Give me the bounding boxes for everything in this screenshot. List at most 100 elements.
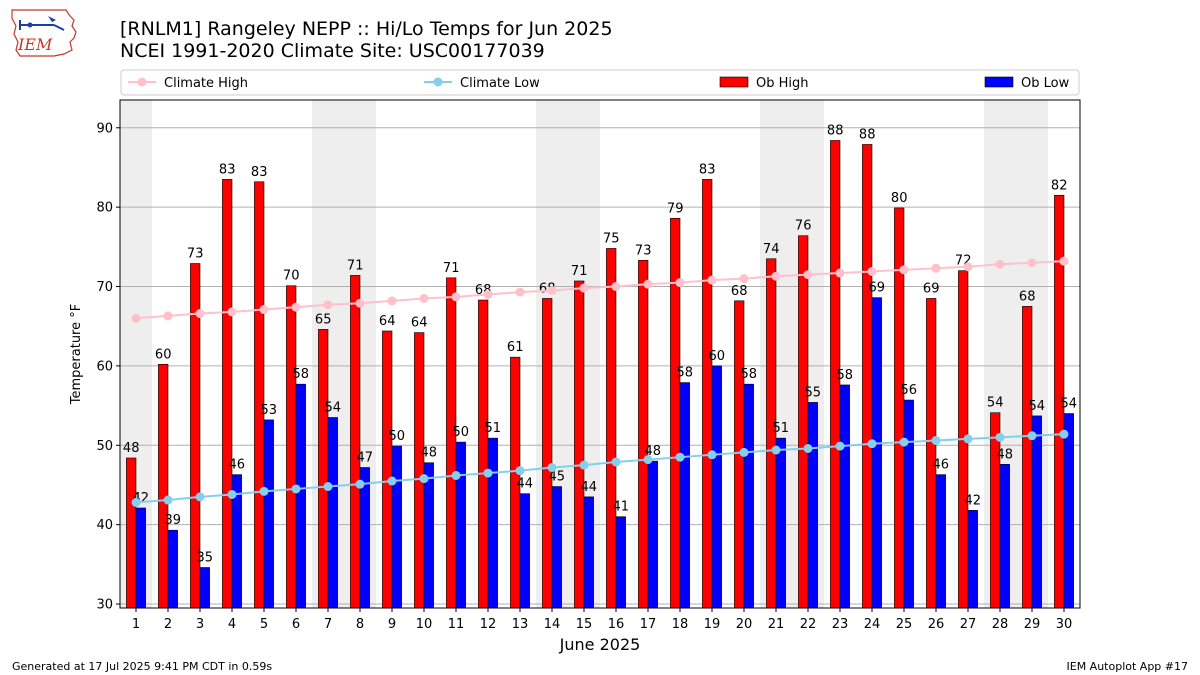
climate-high-point	[163, 311, 173, 321]
bar-label-ob-high: 48	[123, 441, 140, 456]
climate-low-point	[771, 445, 781, 455]
x-tick-label: 14	[544, 617, 561, 632]
bar-ob-high	[862, 144, 873, 609]
bar-label-ob-low: 54	[1029, 399, 1046, 414]
bar-ob-high	[990, 412, 1001, 609]
legend-swatch	[719, 76, 749, 88]
x-tick-label: 12	[480, 617, 497, 632]
climate-low-point	[451, 470, 461, 480]
bar-ob-high	[638, 260, 649, 609]
climate-low-point	[739, 447, 749, 457]
x-tick-label: 27	[960, 617, 977, 632]
climate-high-point	[931, 263, 941, 273]
bar-ob-high	[478, 299, 489, 609]
legend-swatch-marker	[137, 77, 147, 87]
bar-label-ob-high: 61	[507, 340, 524, 355]
bar-label-ob-low: 69	[869, 281, 886, 296]
bar-label-ob-low: 58	[677, 366, 694, 381]
y-tick-label: 60	[96, 359, 113, 374]
bar-label-ob-high: 71	[347, 258, 364, 273]
bar-ob-low	[327, 417, 338, 609]
bar-label-ob-high: 68	[1019, 289, 1036, 304]
bar-ob-high	[286, 285, 297, 609]
bar-label-ob-low: 48	[997, 447, 1014, 462]
legend-label: Ob High	[756, 76, 809, 91]
bar-ob-high	[350, 275, 361, 609]
climate-high-point	[451, 292, 461, 302]
chart-title: [RNLM1] Rangeley NEPP :: Hi/Lo Temps for…	[120, 18, 613, 40]
bar-label-ob-low: 41	[613, 500, 630, 515]
climate-low-point	[483, 468, 493, 478]
bar-ob-high	[126, 457, 137, 609]
bar-ob-low	[423, 462, 434, 609]
bar-label-ob-low: 58	[837, 368, 854, 383]
y-tick-label: 70	[96, 280, 113, 295]
x-tick-label: 20	[736, 617, 753, 632]
bar-label-ob-high: 79	[667, 201, 684, 216]
climate-high-point	[611, 282, 621, 292]
climate-high-point	[259, 305, 269, 315]
bar-label-ob-high: 76	[795, 219, 812, 234]
bar-ob-low	[263, 419, 274, 609]
climate-high-point	[739, 274, 749, 284]
climate-high-point	[387, 296, 397, 306]
climate-low-point	[643, 455, 653, 465]
climate-low-point	[579, 460, 589, 470]
bar-label-ob-high: 60	[155, 347, 172, 362]
climate-low-point	[899, 437, 909, 447]
climate-high-point	[771, 271, 781, 281]
bar-ob-low	[167, 529, 178, 609]
x-tick-label: 18	[672, 617, 689, 632]
bar-label-ob-high: 83	[699, 162, 716, 177]
climate-high-point	[899, 265, 909, 275]
bar-ob-low	[839, 384, 850, 609]
bar-ob-low	[775, 437, 786, 609]
bar-label-ob-high: 71	[571, 264, 588, 279]
bar-ob-high	[670, 217, 681, 609]
x-axis-label: June 2025	[559, 635, 641, 654]
climate-low-point	[611, 457, 621, 467]
bar-label-ob-low: 60	[709, 349, 726, 364]
chart-subtitle: NCEI 1991-2020 Climate Site: USC00177039	[120, 40, 545, 62]
climate-low-point	[227, 489, 237, 499]
climate-low-point	[163, 495, 173, 505]
x-tick-label: 25	[896, 617, 913, 632]
climate-low-point	[995, 432, 1005, 442]
x-tick-label: 3	[196, 617, 204, 632]
climate-high-point	[867, 266, 877, 276]
climate-high-point	[675, 278, 685, 288]
bar-ob-low	[711, 365, 722, 609]
bar-ob-low	[871, 297, 882, 609]
x-tick-label: 4	[228, 617, 236, 632]
climate-low-line	[135, 433, 1065, 504]
bar-label-ob-low: 46	[933, 458, 950, 473]
climate-high-point	[227, 307, 237, 317]
legend-box	[120, 69, 1080, 96]
bar-ob-low	[935, 474, 946, 609]
bar-label-ob-low: 50	[453, 425, 470, 440]
x-tick-label: 10	[416, 617, 433, 632]
generated-footer: Generated at 17 Jul 2025 9:41 PM CDT in …	[12, 660, 273, 673]
x-tick-label: 21	[768, 617, 785, 632]
climate-high-point	[1027, 258, 1037, 268]
x-tick-label: 29	[1024, 617, 1041, 632]
bar-label-ob-high: 70	[283, 269, 300, 284]
bar-label-ob-high: 74	[763, 242, 780, 257]
climate-high-point	[483, 289, 493, 299]
bar-label-ob-high: 54	[987, 396, 1004, 411]
x-tick-label: 13	[512, 617, 529, 632]
x-tick-label: 26	[928, 617, 945, 632]
climate-high-point	[515, 287, 525, 297]
climate-high-point	[963, 262, 973, 272]
bar-ob-low	[999, 464, 1010, 609]
climate-high-point	[835, 268, 845, 278]
bar-label-ob-high: 71	[443, 261, 460, 276]
x-tick-label: 9	[388, 617, 396, 632]
bar-label-ob-high: 83	[219, 162, 236, 177]
bar-ob-low	[519, 493, 530, 609]
bar-ob-low	[807, 402, 818, 609]
climate-low-point	[675, 452, 685, 462]
bar-ob-low	[391, 445, 402, 609]
bar-label-ob-high: 73	[635, 243, 652, 258]
x-tick-label: 2	[164, 617, 172, 632]
